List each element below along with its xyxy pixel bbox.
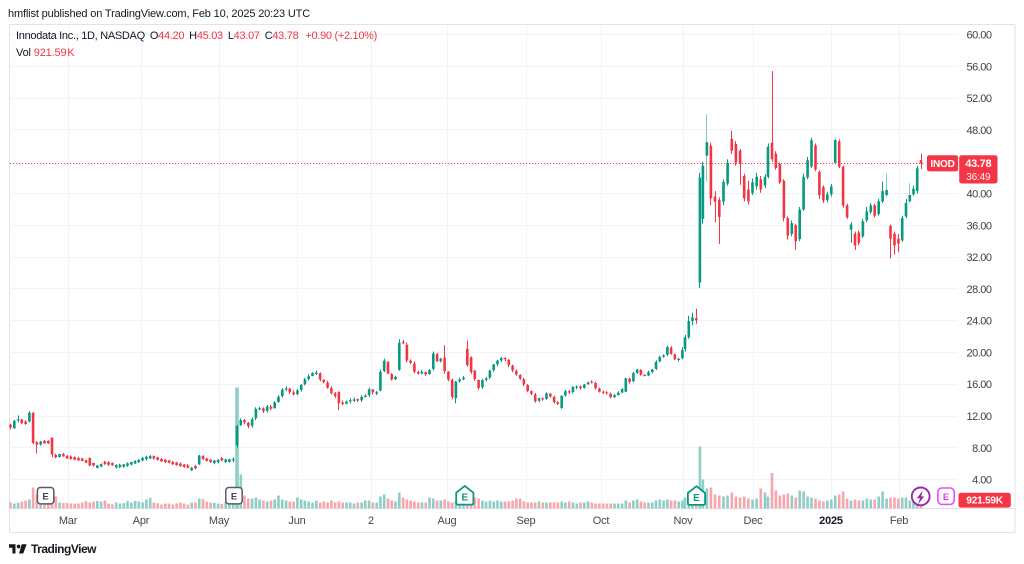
svg-text:Sep: Sep: [517, 515, 536, 527]
svg-text:Nov: Nov: [674, 515, 694, 527]
svg-text:60.00: 60.00: [966, 30, 991, 42]
svg-text:E: E: [693, 493, 700, 504]
svg-text:36.00: 36.00: [966, 220, 991, 232]
svg-text:43.78: 43.78: [965, 158, 991, 170]
svg-text:Aug: Aug: [438, 515, 457, 527]
svg-text:4.00: 4.00: [972, 475, 992, 487]
svg-text:E: E: [461, 493, 468, 504]
svg-text:52.00: 52.00: [966, 93, 991, 105]
svg-text:INOD: INOD: [930, 159, 954, 170]
svg-text:921.59K: 921.59K: [966, 496, 1003, 507]
svg-text:Oct: Oct: [593, 515, 610, 527]
svg-text:Feb: Feb: [890, 515, 908, 527]
svg-text:24.00: 24.00: [966, 316, 991, 328]
svg-text:2: 2: [368, 515, 374, 527]
svg-text:12.00: 12.00: [966, 411, 991, 423]
svg-text:20.00: 20.00: [966, 347, 991, 359]
svg-text:36:49: 36:49: [966, 172, 991, 183]
svg-text:E: E: [943, 492, 949, 503]
svg-text:E: E: [42, 491, 48, 502]
svg-text:28.00: 28.00: [966, 284, 991, 296]
svg-text:May: May: [209, 515, 230, 527]
svg-text:Jun: Jun: [288, 515, 305, 527]
svg-text:32.00: 32.00: [966, 252, 991, 264]
svg-text:2025: 2025: [819, 515, 843, 527]
svg-text:E: E: [231, 491, 237, 502]
svg-text:Apr: Apr: [133, 515, 150, 527]
svg-text:40.00: 40.00: [966, 189, 991, 201]
svg-text:48.00: 48.00: [966, 125, 991, 137]
svg-text:Dec: Dec: [744, 515, 764, 527]
svg-text:56.00: 56.00: [966, 61, 991, 73]
svg-text:16.00: 16.00: [966, 379, 991, 391]
svg-text:8.00: 8.00: [972, 443, 992, 455]
svg-text:Mar: Mar: [59, 515, 78, 527]
